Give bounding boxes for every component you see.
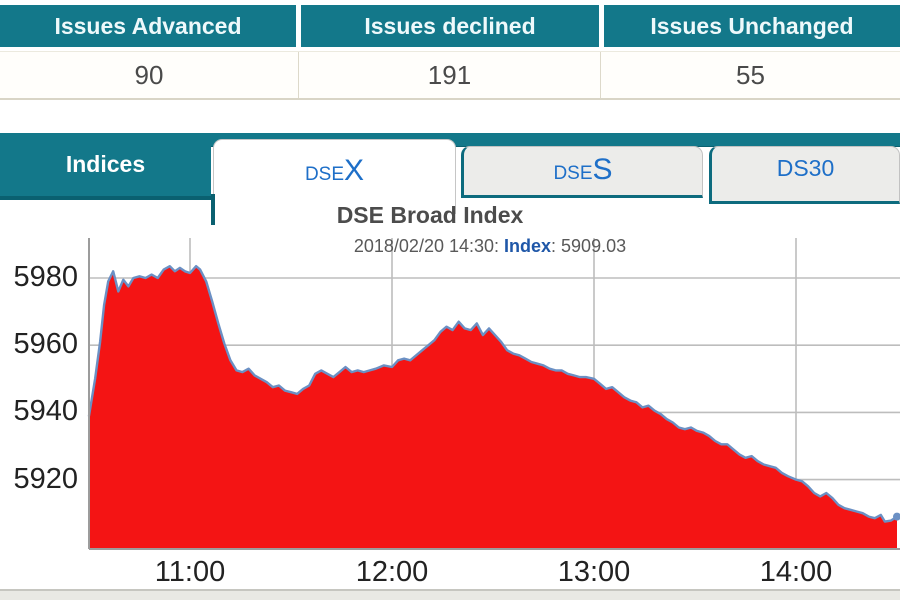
tab-dsex-prefix: DSE [304, 164, 345, 185]
issues-advanced-header: Issues Advanced [0, 5, 296, 47]
y-axis-label: 5920 [13, 462, 78, 495]
tab-ds30-label: DS30 [776, 155, 835, 181]
x-axis-labels: 11:00 12:00 13:00 14:00 [0, 556, 900, 590]
annotation-datetime: 2018/02/20 14:30: [353, 236, 505, 256]
tab-dsex[interactable]: DSE X [213, 139, 456, 214]
tab-dses-suffix: S [592, 153, 613, 186]
issues-unchanged-header: Issues Unchanged [604, 5, 900, 47]
y-axis-labels: 5980 5960 5940 5920 [0, 0, 80, 600]
issues-summary-value-row: 90 191 55 [0, 51, 900, 100]
annotation-index-value: : 5909.03 [551, 236, 627, 256]
tab-dses[interactable]: DSE S [461, 146, 703, 198]
chart-annotation: 2018/02/20 14:30: Index: 5909.03 [240, 236, 740, 257]
issues-advanced-value: 90 [0, 52, 299, 98]
x-axis-label: 11:00 [154, 556, 226, 588]
x-axis-label: 14:00 [759, 556, 833, 588]
issues-summary-header-row: Issues Advanced Issues declined Issues U… [0, 5, 900, 47]
y-axis-label: 5940 [13, 395, 78, 428]
index-area-chart [87, 238, 900, 550]
tab-ds30[interactable]: DS30 [709, 146, 900, 204]
x-axis-label: 13:00 [557, 556, 631, 588]
issues-unchanged-value: 55 [736, 59, 765, 90]
issues-declined-value: 191 [299, 52, 601, 98]
tab-dsex-suffix: X [344, 154, 365, 187]
indices-panel-label: Indices [0, 133, 211, 200]
y-axis-label: 5960 [13, 328, 78, 361]
active-tab-accent [211, 194, 215, 225]
chart-title: DSE Broad Index [336, 202, 524, 228]
annotation-index-key: Index [504, 236, 552, 256]
issues-declined-header: Issues declined [301, 5, 599, 47]
tab-dses-prefix: DSE [553, 163, 593, 184]
x-axis-label: 12:00 [355, 556, 429, 588]
bottom-divider-strip [0, 589, 900, 600]
y-axis-label: 5980 [13, 261, 78, 293]
